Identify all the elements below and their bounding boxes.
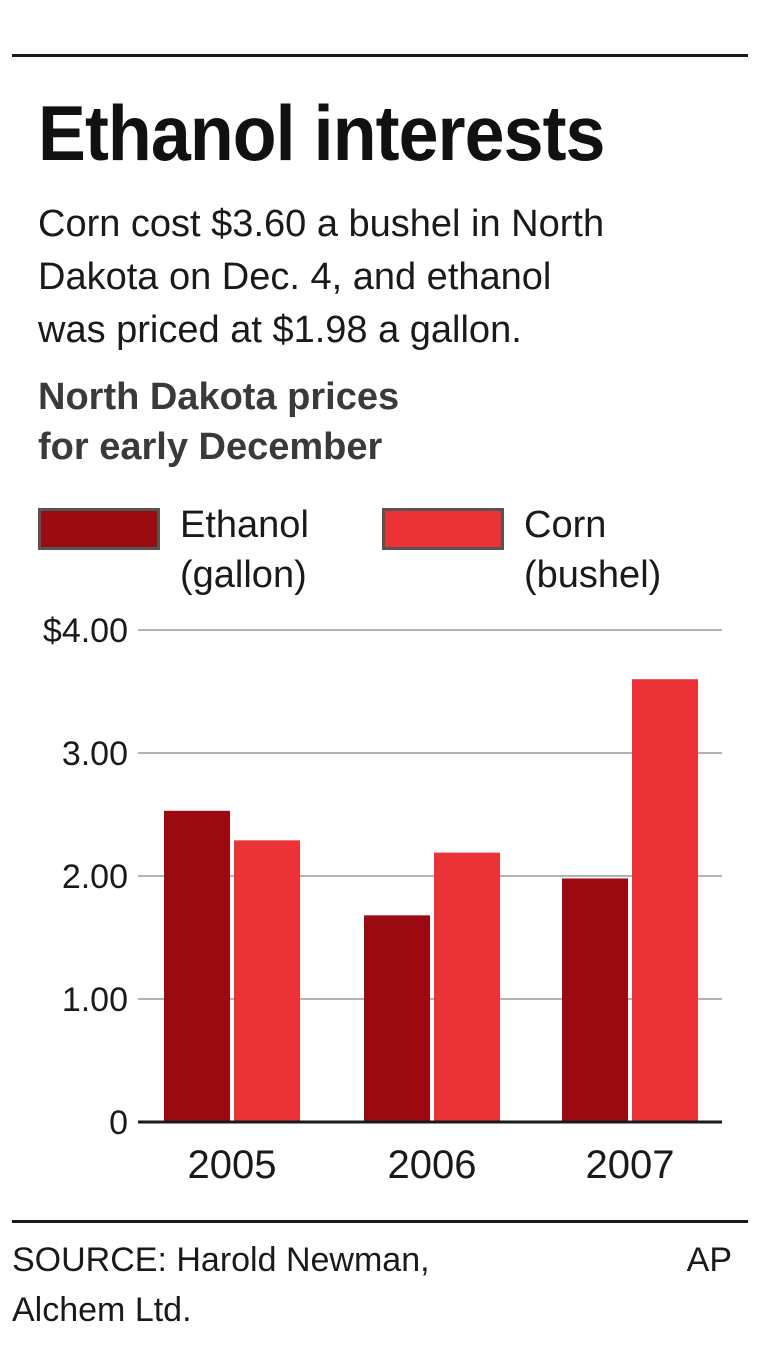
bar-ethanol-2006 (364, 915, 430, 1122)
legend-swatch-ethanol (38, 508, 160, 550)
subtitle-line: for early December (38, 426, 383, 468)
source-note: SOURCE: Harold Newman, Alchem Ltd. (12, 1235, 430, 1335)
top-rule (12, 54, 748, 57)
description-line: Corn cost $3.60 a bushel in North (38, 203, 605, 245)
bar-ethanol-2005 (164, 810, 230, 1122)
bar-corn-2007 (632, 679, 698, 1122)
x-tick-label: 2006 (388, 1143, 477, 1187)
y-tick-label: 3.00 (62, 735, 128, 773)
y-tick-label: 1.00 (62, 981, 128, 1019)
y-tick-label: 2.00 (62, 858, 128, 896)
bar-corn-2006 (434, 852, 500, 1122)
bottom-rule (12, 1220, 748, 1223)
y-tick-label: 0 (109, 1104, 128, 1142)
chart-title: Ethanol interests (38, 89, 605, 177)
source-line: SOURCE: Harold Newman, (12, 1241, 430, 1279)
y-tick-label: $4.00 (43, 612, 128, 650)
description-line: was priced at $1.98 a gallon. (38, 309, 522, 351)
description: Corn cost $3.60 a bushel in North Dakota… (38, 198, 738, 357)
source-line: Alchem Ltd. (12, 1291, 192, 1329)
chart-subtitle: North Dakota prices for early December (38, 372, 399, 472)
legend-label-line: Ethanol (180, 504, 309, 546)
legend-label-line: (bushel) (524, 554, 662, 596)
x-tick-label: 2007 (586, 1143, 675, 1187)
legend-swatch-corn (382, 508, 504, 550)
bar-corn-2005 (234, 840, 300, 1122)
bar-chart: 0 1.00 2.00 3.00 $4.00 2005 2006 2007 (43, 612, 722, 1187)
bar-ethanol-2007 (562, 878, 628, 1122)
legend-label-ethanol: Ethanol (gallon) (180, 500, 309, 600)
legend-label-line: Corn (524, 504, 607, 546)
credit-label: AP (686, 1241, 732, 1279)
x-tick-label: 2005 (188, 1143, 277, 1187)
legend-label-corn: Corn (bushel) (524, 500, 661, 600)
subtitle-line: North Dakota prices (38, 376, 400, 418)
description-line: Dakota on Dec. 4, and ethanol (38, 256, 552, 298)
legend-label-line: (gallon) (180, 554, 307, 596)
